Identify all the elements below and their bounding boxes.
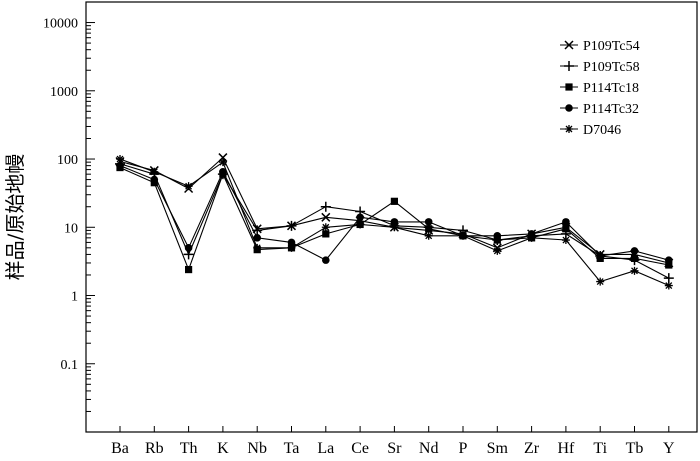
point-p114tc32-rb xyxy=(150,175,159,184)
x-tick-label-ce: Ce xyxy=(351,440,369,456)
point-d7046-ti xyxy=(596,277,605,286)
x-tick-label-ba: Ba xyxy=(111,440,129,456)
legend-item-p109tc58: P109Tc58 xyxy=(560,60,640,75)
point-p109tc58-nb xyxy=(252,225,263,236)
point-p109tc58-y xyxy=(663,273,674,284)
legend-item-d7046: D7046 xyxy=(560,123,621,138)
point-d7046-sr xyxy=(390,223,399,232)
point-p114tc32-k xyxy=(219,167,227,176)
point-d7046-tb xyxy=(630,266,639,275)
point-p114tc18-sm xyxy=(493,236,501,244)
legend-marker-x xyxy=(564,40,574,50)
x-tick-label-sm: Sm xyxy=(487,440,509,456)
legend-marker-square xyxy=(565,83,573,91)
point-p114tc32-ta xyxy=(287,238,296,247)
point-p114tc32-la xyxy=(322,256,330,264)
point-d7046-y xyxy=(664,281,673,290)
x-tick-label-hf: Hf xyxy=(557,440,575,456)
point-p114tc18-la xyxy=(322,230,330,238)
point-p114tc32-nb xyxy=(253,234,261,242)
point-p114tc32-sr xyxy=(390,218,399,226)
legend-label: P114Tc32 xyxy=(583,102,639,117)
point-p109tc58-ta xyxy=(286,220,297,231)
point-p114tc18-y xyxy=(665,261,673,269)
legend: P109Tc54 P109Tc58 P114Tc18 P114Tc32 D7046 xyxy=(560,39,640,138)
y-axis-title: 样品/原始地幔 xyxy=(3,154,27,281)
x-tick-label-th: Th xyxy=(180,440,198,456)
x-tick-label-rb: Rb xyxy=(145,440,164,456)
legend-item-p114tc18: P114Tc18 xyxy=(560,81,639,96)
x-tick-label-y: Y xyxy=(663,440,675,456)
legend-marker-circle xyxy=(565,104,573,112)
legend-item-p109tc54: P109Tc54 xyxy=(560,39,640,54)
x-tick-label-k: K xyxy=(217,440,229,456)
legend-label: P109Tc54 xyxy=(583,39,640,54)
point-d7046-hf xyxy=(561,236,570,245)
point-p114tc18-tb xyxy=(630,254,639,262)
x-tick-label-p: P xyxy=(459,440,468,456)
point-d7046-la xyxy=(321,223,330,232)
point-d7046-p xyxy=(459,231,467,240)
y-tick-label: 10000 xyxy=(43,17,78,32)
x-tick-label-nb: Nb xyxy=(247,440,267,456)
legend-label: P109Tc58 xyxy=(583,60,640,75)
point-d7046-ce xyxy=(356,220,365,229)
point-d7046-k xyxy=(218,158,227,167)
x-tick-label-nd: Nd xyxy=(419,440,439,456)
y-tick-label: 10 xyxy=(64,221,78,236)
legend-marker-plus xyxy=(564,61,574,71)
point-d7046-zr xyxy=(527,233,536,242)
point-p114tc32-hf xyxy=(562,218,570,226)
point-p114tc32-sm xyxy=(493,231,502,240)
point-p114tc18-hf xyxy=(562,225,570,233)
point-d7046-th xyxy=(184,182,193,191)
y-axis: 0.1 1 10 100 1000 10000 xyxy=(43,1,95,433)
x-tick-label-ti: Ti xyxy=(593,440,607,456)
legend-item-p114tc32: P114Tc32 xyxy=(560,102,639,117)
point-p114tc32-nd xyxy=(424,218,433,226)
point-p114tc18-th xyxy=(185,265,193,274)
point-p114tc18-nd xyxy=(425,225,433,233)
legend-marker-star xyxy=(565,125,573,133)
y-tick-label: 1000 xyxy=(50,85,78,100)
point-p114tc32-tb xyxy=(630,247,639,255)
point-p109tc54-la xyxy=(321,212,331,222)
x-axis: Ba Rb Th K Nb Ta La Ce Sr Nd P Sm Zr Hf Ti Tb Y xyxy=(111,426,675,457)
y-tick-label: 100 xyxy=(57,153,78,168)
x-tick-label-la: La xyxy=(317,440,334,456)
point-p114tc32-ce xyxy=(356,213,364,222)
plot-frame xyxy=(85,1,698,433)
point-p114tc18-sr xyxy=(390,197,398,205)
legend-label: P114Tc18 xyxy=(583,81,639,96)
point-p114tc32-ba xyxy=(116,161,124,170)
point-d7046-ba xyxy=(116,155,124,164)
point-p114tc32-ti xyxy=(596,252,604,260)
point-d7046-nb xyxy=(253,243,262,252)
x-tick-label-zr: Zr xyxy=(524,440,540,456)
legend-label: D7046 xyxy=(583,123,621,138)
point-p114tc32-th xyxy=(184,244,193,252)
x-tick-label-ta: Ta xyxy=(284,440,300,456)
point-p114tc32-y xyxy=(665,256,673,264)
y-tick-label: 1 xyxy=(71,290,78,305)
point-p109tc58-la xyxy=(320,201,331,212)
series-markers xyxy=(115,153,674,290)
x-tick-label-tb: Tb xyxy=(626,440,644,456)
point-d7046-rb xyxy=(150,167,159,176)
y-tick-label: 0.1 xyxy=(61,358,79,373)
point-d7046-ta xyxy=(287,243,296,252)
point-d7046-nd xyxy=(424,231,433,240)
point-d7046-sm xyxy=(493,246,502,255)
x-tick-label-sr: Sr xyxy=(387,440,402,456)
